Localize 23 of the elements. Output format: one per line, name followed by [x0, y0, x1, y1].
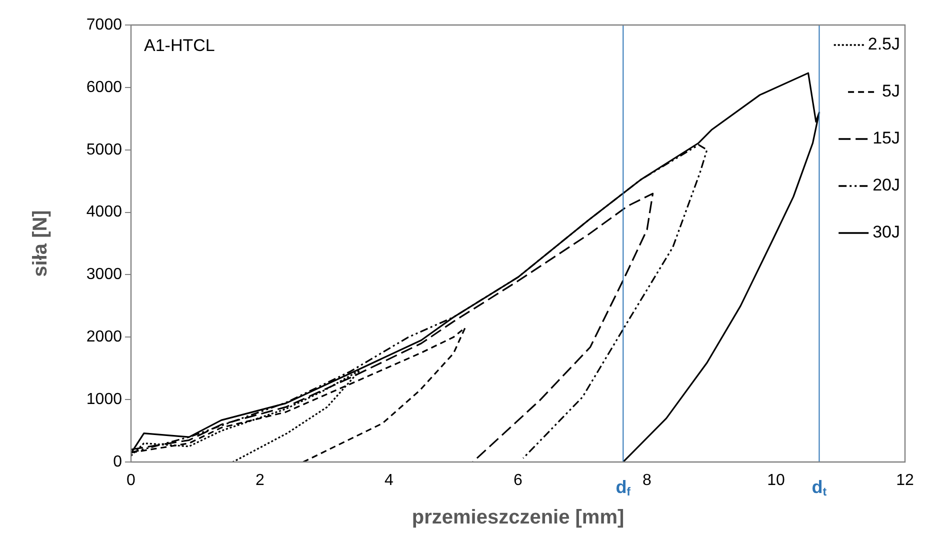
y-tick-label: 1000 [86, 390, 122, 408]
x-tick-label: 0 [126, 472, 136, 490]
legend-label: 20J [872, 176, 900, 195]
y-tick-label: 5000 [86, 141, 122, 158]
x-tick-label: 4 [384, 472, 394, 490]
y-tick-label: 3000 [86, 266, 122, 284]
legend-label: 15J [872, 128, 900, 148]
legend-label: 30J [872, 222, 900, 242]
y-tick-label: 0 [113, 453, 122, 470]
x-tick-label: 8 [642, 472, 652, 490]
x-tick-label: 12 [896, 472, 914, 490]
x-tick-label: 2 [256, 472, 265, 490]
x-axis-title: przemieszczenie [mm] [412, 506, 624, 529]
y-axis-title: siła [N] [30, 210, 52, 277]
x-tick-label: 10 [767, 472, 785, 490]
y-tick-label: 7000 [86, 16, 122, 34]
legend-label: 2.5J [868, 34, 900, 54]
y-tick-label: 4000 [86, 204, 122, 221]
y-tick-label: 2000 [86, 328, 122, 346]
x-tick-label: 6 [514, 472, 523, 490]
y-tick-label: 6000 [86, 78, 122, 96]
annotation: A1-HTCL [144, 36, 215, 56]
legend-label: 5J [882, 82, 900, 101]
